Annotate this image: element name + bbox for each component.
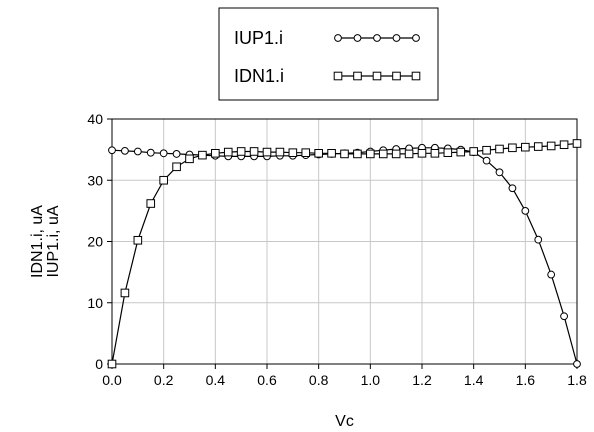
legend-marker	[412, 34, 420, 42]
x-tick-label: 0.4	[206, 372, 226, 388]
data-point-iup1-i	[560, 312, 568, 321]
data-point-idn1-i	[107, 359, 117, 369]
data-point-iup1-i	[508, 184, 517, 193]
data-point-idn1-i	[301, 148, 311, 157]
data-point-iup1-i	[534, 235, 543, 244]
data-point-idn1-i	[249, 147, 259, 156]
data-point-idn1-i	[508, 143, 517, 153]
series-iup1-i	[108, 143, 581, 368]
x-tick-label: 1.2	[412, 372, 432, 388]
data-point-idn1-i	[236, 147, 246, 156]
data-point-idn1-i	[559, 140, 569, 150]
legend-marker	[353, 34, 362, 42]
x-tick-label: 1.8	[567, 372, 587, 388]
data-point-idn1-i	[211, 149, 220, 158]
data-point-iup1-i	[482, 156, 491, 165]
data-point-idn1-i	[391, 149, 401, 159]
x-tick-label: 0.0	[102, 372, 122, 388]
series-line-idn1-i	[111, 142, 578, 365]
legend-marker	[333, 71, 343, 81]
legend-marker	[334, 34, 342, 42]
data-point-idn1-i	[275, 147, 285, 157]
legend-sample-idn1	[333, 71, 421, 81]
series-idn1-i	[107, 139, 582, 369]
legend-marker	[353, 71, 362, 81]
data-point-idn1-i	[314, 149, 323, 158]
data-point-idn1-i	[443, 148, 453, 157]
data-point-idn1-i	[159, 175, 168, 185]
data-point-iup1-i	[547, 270, 556, 279]
data-point-idn1-i	[482, 145, 491, 155]
x-tick-label: 1.0	[361, 372, 381, 388]
y-tick-label: 0	[95, 356, 103, 372]
y-axis-label-line-1: IDN1.i, uA	[29, 205, 46, 278]
data-point-idn1-i	[546, 141, 556, 151]
data-point-iup1-i	[495, 168, 504, 177]
data-point-idn1-i	[572, 139, 582, 148]
data-point-idn1-i	[340, 149, 349, 159]
data-point-idn1-i	[146, 199, 156, 208]
data-point-idn1-i	[223, 147, 233, 157]
y-tick-label: 30	[87, 172, 103, 188]
data-point-iup1-i	[172, 150, 181, 158]
axis-ticks: 0.0 0.2 0.4 0.6 0.8 1.0 1.2 1.4 1.6 1.8 0 10 20 30 40	[87, 111, 587, 388]
data-point-idn1-i	[327, 149, 336, 158]
x-tick-label: 0.6	[257, 372, 277, 388]
data-point-idn1-i	[172, 162, 181, 172]
x-axis-label: Vc	[335, 413, 354, 430]
data-point-idn1-i	[495, 144, 504, 154]
data-point-idn1-i	[133, 235, 143, 245]
data-point-idn1-i	[533, 142, 543, 151]
y-axis-label-line-2: IUP1.i, uA	[45, 205, 62, 277]
x-tick-label: 0.8	[309, 372, 329, 388]
data-point-iup1-i	[573, 360, 581, 368]
data-point-idn1-i	[430, 149, 440, 158]
data-point-idn1-i	[198, 150, 207, 160]
legend-label-iup1: IUP1.i	[234, 28, 283, 48]
data-point-iup1-i	[146, 148, 155, 157]
data-point-idn1-i	[353, 149, 362, 159]
y-tick-label: 10	[87, 295, 103, 311]
data-point-idn1-i	[262, 147, 272, 157]
data-point-iup1-i	[133, 147, 142, 156]
data-point-idn1-i	[456, 147, 466, 157]
x-tick-label: 0.2	[154, 372, 174, 388]
legend: IUP1.i IDN1.i	[218, 7, 439, 101]
legend-box	[218, 7, 439, 101]
data-point-idn1-i	[288, 148, 298, 157]
y-tick-label: 40	[87, 111, 103, 127]
y-axis-label: IDN1.i, uA IUP1.i, uA	[29, 205, 62, 278]
legend-marker	[411, 71, 421, 81]
data-point-idn1-i	[521, 142, 530, 152]
data-point-idn1-i	[404, 149, 414, 159]
data-point-idn1-i	[120, 288, 130, 298]
data-point-iup1-i	[121, 146, 129, 155]
data-point-idn1-i	[366, 149, 375, 159]
y-tick-label: 20	[87, 234, 103, 250]
legend-marker	[373, 34, 381, 42]
data-point-idn1-i	[185, 154, 194, 164]
legend-sample-iup1	[334, 34, 420, 42]
data-point-iup1-i	[108, 146, 116, 155]
data-point-idn1-i	[378, 149, 388, 159]
legend-marker	[372, 71, 382, 81]
data-point-iup1-i	[159, 149, 168, 158]
x-tick-label: 1.4	[464, 372, 484, 388]
data-point-iup1-i	[521, 206, 530, 215]
data-point-idn1-i	[417, 149, 427, 158]
series-layer	[107, 139, 582, 369]
x-tick-label: 1.6	[516, 372, 536, 388]
legend-label-idn1: IDN1.i	[234, 66, 284, 86]
legend-marker	[392, 34, 401, 42]
legend-marker	[392, 71, 401, 81]
data-point-idn1-i	[469, 147, 478, 156]
